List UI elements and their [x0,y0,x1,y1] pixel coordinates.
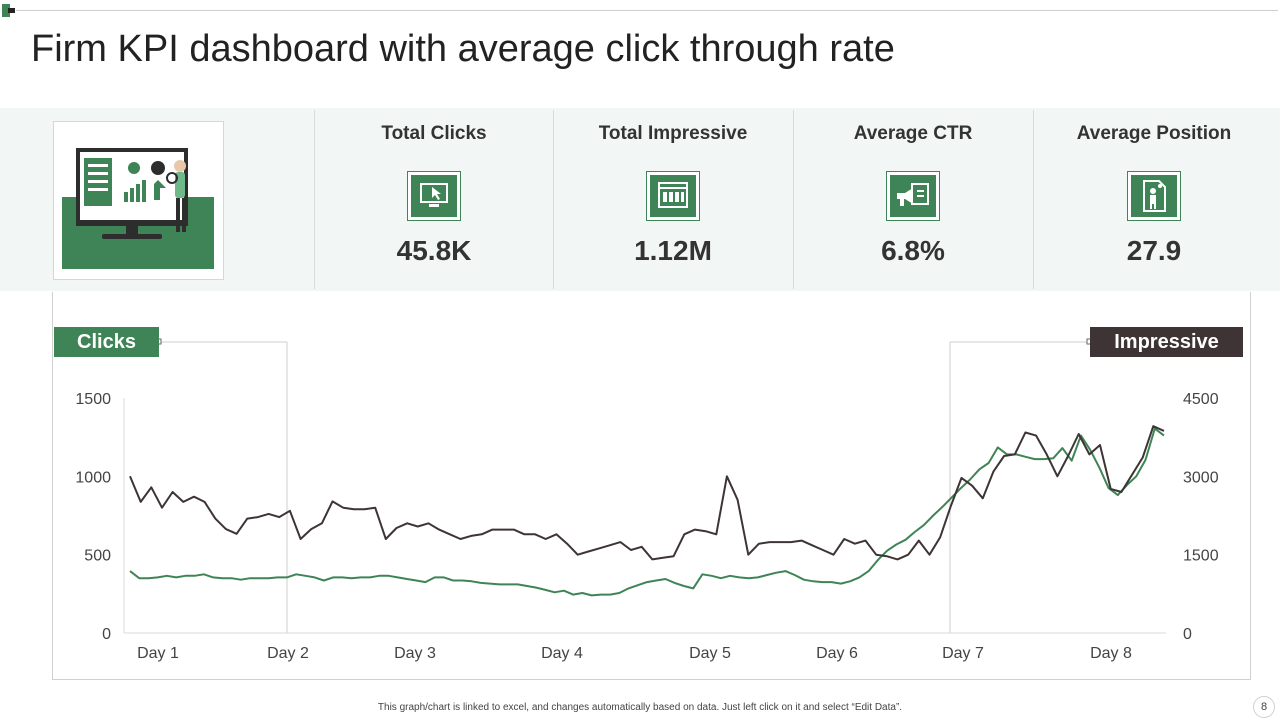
y-left-tick-label: 1500 [75,391,111,408]
page-title: Firm KPI dashboard with average click th… [31,28,895,70]
kpi-average-ctr: Average CTR 6.8% [794,108,1032,291]
y-left-tick-label: 500 [84,548,111,565]
x-tick-label: Day 5 [689,645,731,662]
chart-frame [52,292,1251,680]
y-left-tick-label: 1000 [75,469,111,486]
kpi-value: 1.12M [634,235,712,266]
y-left-tick-label: 0 [102,626,111,643]
person-document-icon [1127,171,1181,221]
impressive-tag: Impressive [1090,327,1243,357]
monitor-click-icon [407,171,461,221]
kpi-total-impressive: Total Impressive 1.12M [554,108,792,291]
browser-window-icon [646,171,700,221]
dashboard-illustration [53,121,224,280]
x-tick-label: Day 2 [267,645,309,662]
kpi-divider [553,110,554,289]
page-number: 8 [1253,696,1275,718]
y-right-tick-label: 3000 [1183,469,1219,486]
kpi-value: 45.8K [396,235,472,266]
clicks-series-line [129,427,1165,597]
clicks-tag: Clicks [54,327,159,357]
kpi-value: 6.8% [881,235,945,266]
kpi-divider [793,110,794,289]
kpi-divider [1033,110,1034,289]
kpi-average-position: Average Position 27.9 [1034,108,1274,291]
kpi-value: 27.9 [1126,235,1182,266]
x-tick-label: Day 6 [816,645,858,662]
kpi-label: Total Clicks [381,123,487,144]
x-tick-label: Day 4 [541,645,583,662]
monitor-analytics-icon [62,148,214,269]
kpi-total-clicks: Total Clicks 45.8K [315,108,553,291]
y-right-tick-label: 0 [1183,626,1192,643]
impressive-series-line [129,425,1165,561]
x-tick-label: Day 7 [942,645,984,662]
y-right-tick-label: 4500 [1183,391,1219,408]
kpi-label: Average CTR [853,123,973,144]
megaphone-icon [886,171,940,221]
x-tick-label: Day 8 [1090,645,1132,662]
y-right-tick-label: 1500 [1183,548,1219,565]
x-tick-label: Day 3 [394,645,436,662]
kpi-label: Total Impressive [598,123,748,144]
slide-corner-icon [2,4,15,17]
x-tick-label: Day 1 [137,645,179,662]
footer-note: This graph/chart is linked to excel, and… [377,702,903,713]
kpi-divider [314,110,315,289]
top-rule [16,10,1278,11]
kpi-label: Average Position [1076,123,1232,144]
